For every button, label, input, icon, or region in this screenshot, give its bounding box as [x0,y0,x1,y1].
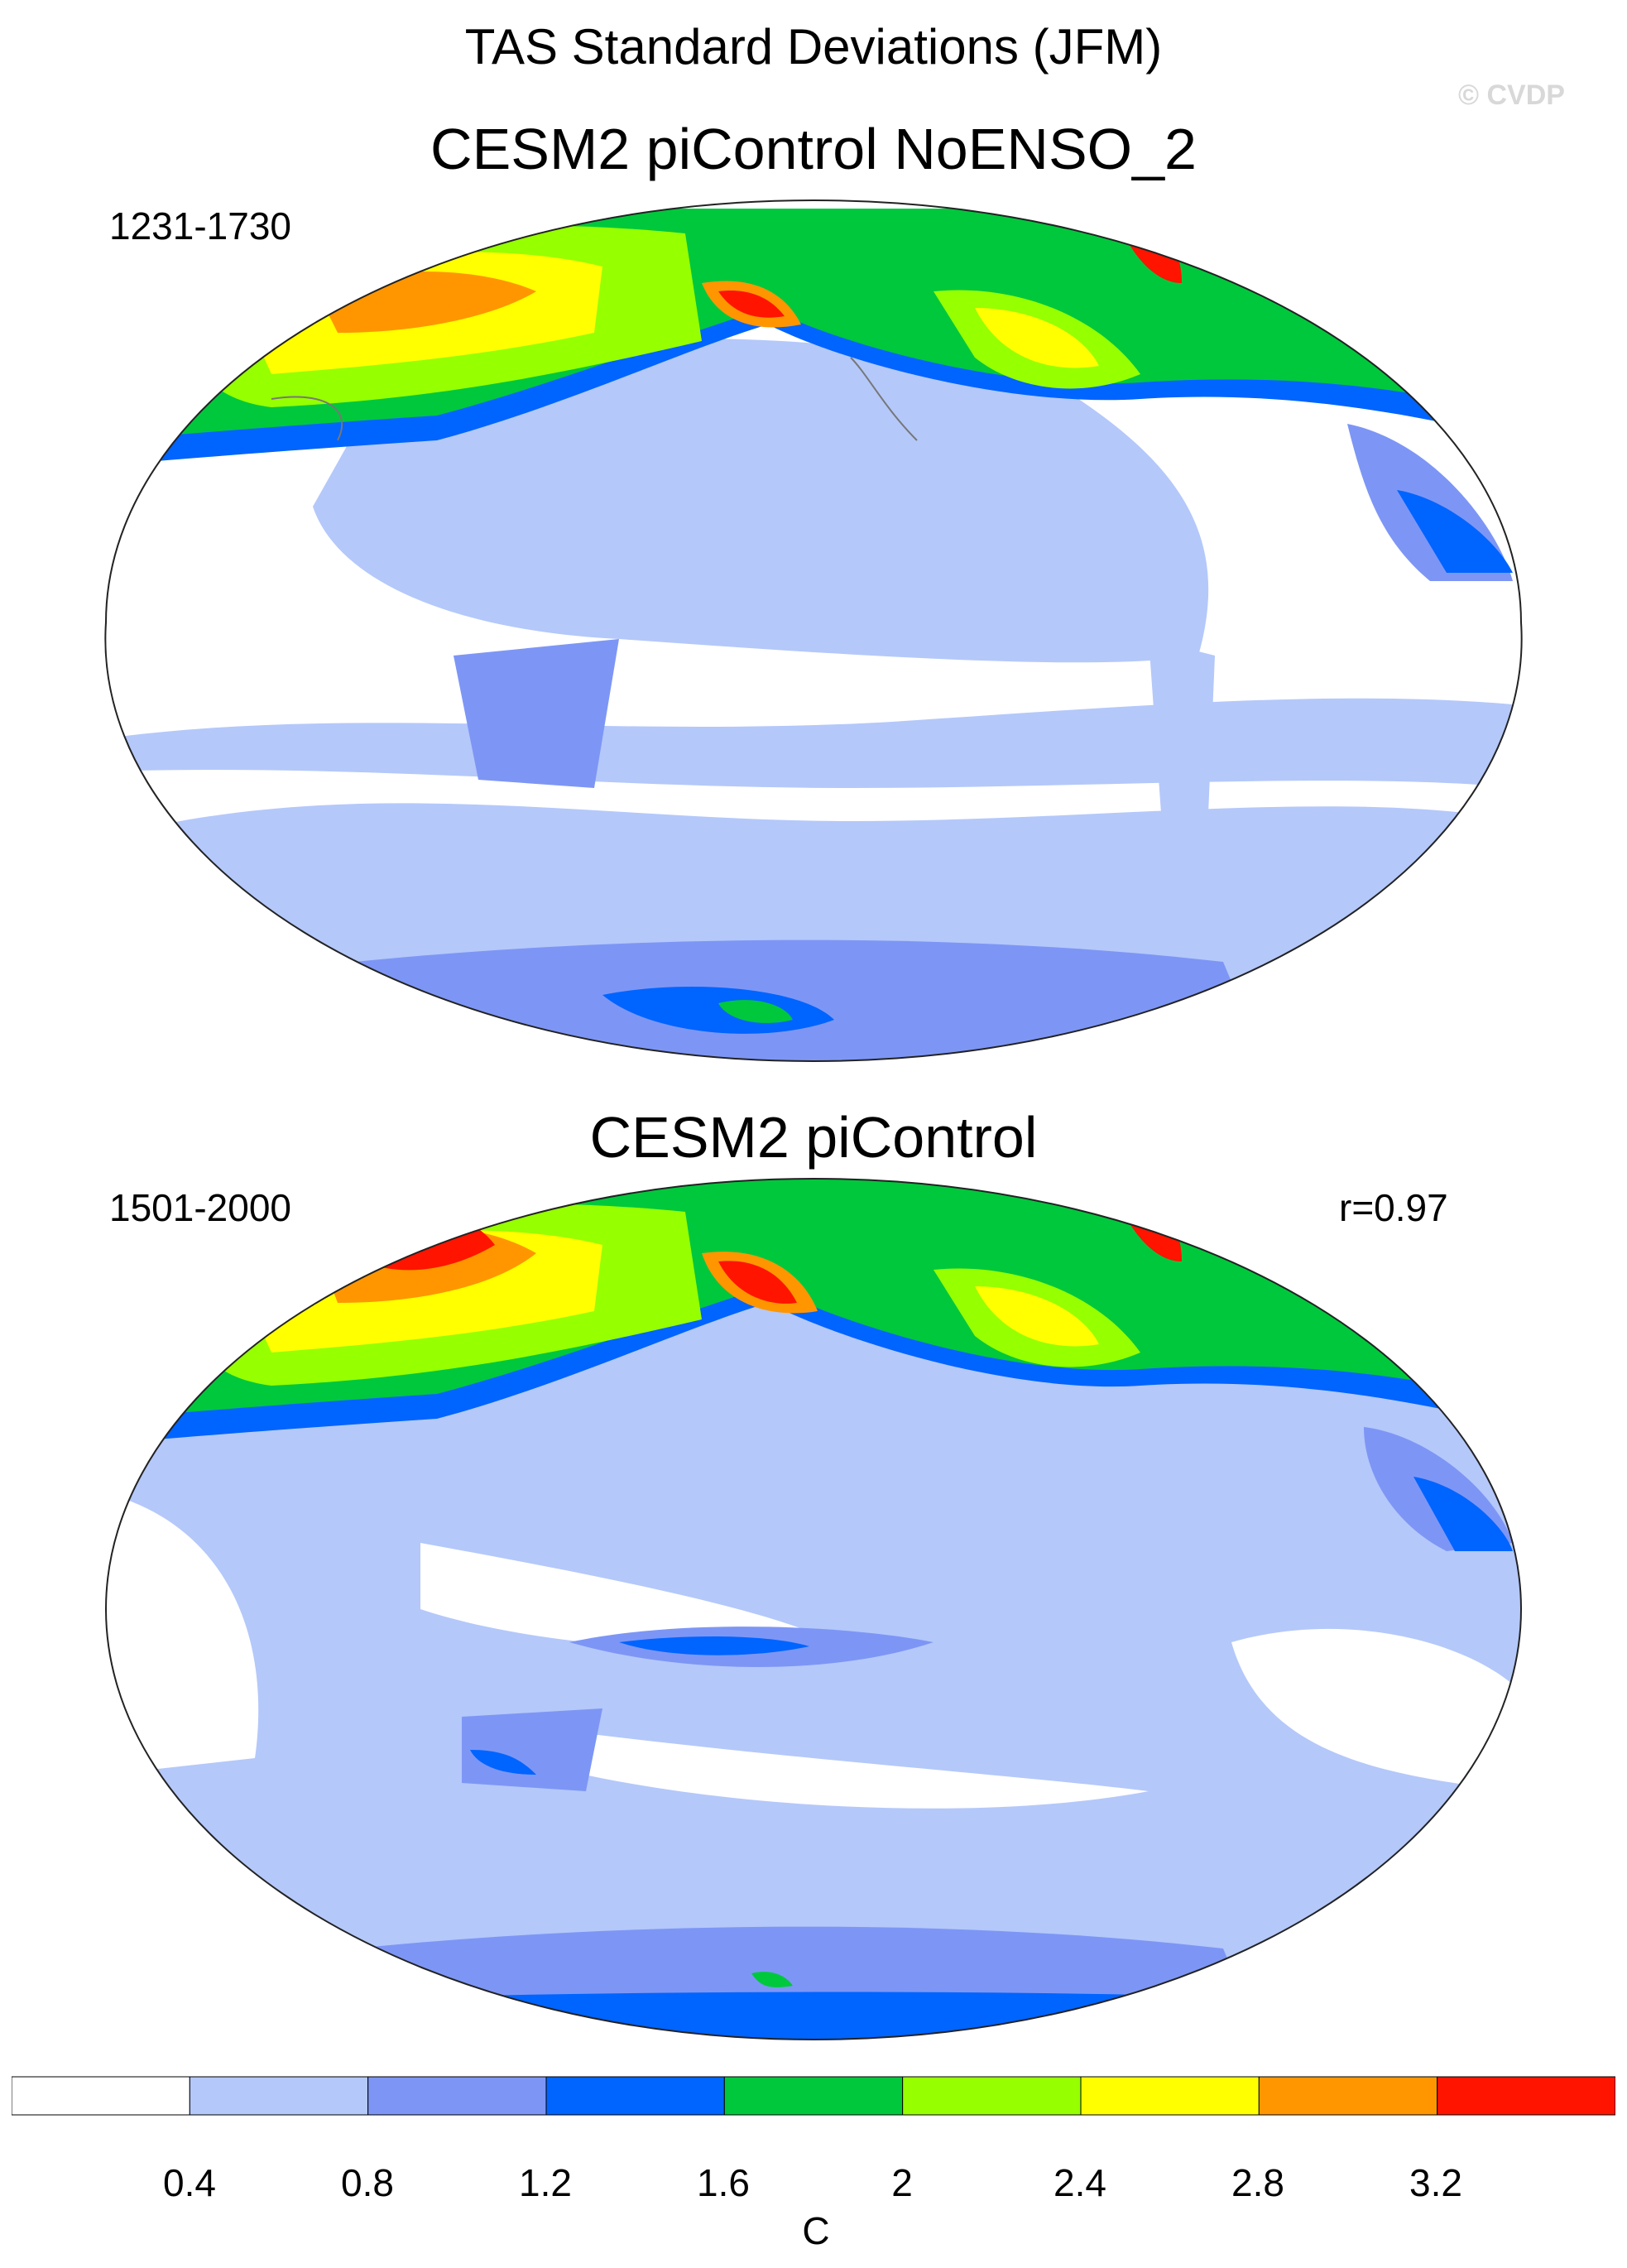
colorbar-segment [12,2076,190,2116]
colorbar-segment [189,2076,369,2116]
panel-1-map [104,199,1523,1062]
colorbar-segment [1258,2076,1438,2116]
colorbar-segment [1080,2076,1260,2116]
panel-2-correlation: r=0.97 [1339,1186,1448,1229]
colorbar-segment [902,2076,1082,2116]
cvdp-watermark: © CVDP [1458,79,1565,111]
colorbar-tick-label: 3.2 [1409,2161,1462,2204]
colorbar-units: C [802,2209,830,2252]
colorbar-segment [367,2076,547,2116]
colorbar-segment [1437,2076,1615,2116]
colorbar-segment [545,2076,725,2116]
colorbar [12,2076,1615,2116]
panel-2-title: CESM2 piControl [589,1105,1038,1170]
colorbar-tick-label: 2.8 [1231,2161,1284,2204]
colorbar-tick-label: 0.4 [163,2161,216,2204]
panel-2-map [104,1178,1523,2040]
colorbar-tick-label: 1.6 [697,2161,750,2204]
colorbar-tick-label: 0.8 [341,2161,394,2204]
colorbar-segment [723,2076,904,2116]
panel-1-years: 1231-1730 [109,204,291,247]
colorbar-tick-label: 2.4 [1053,2161,1106,2204]
colorbar-tick-label: 2 [891,2161,913,2204]
panel-2-years: 1501-2000 [109,1186,291,1229]
colorbar-tick-label: 1.2 [519,2161,572,2204]
panel-1-title: CESM2 piControl NoENSO_2 [430,117,1197,181]
figure-title: TAS Standard Deviations (JFM) [464,19,1163,74]
